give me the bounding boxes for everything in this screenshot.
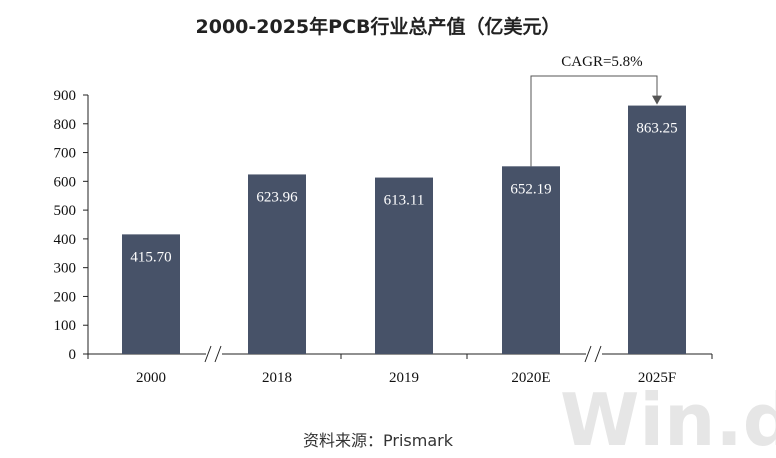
y-tick-label: 200: [54, 289, 77, 305]
bar: [628, 105, 686, 354]
category-label: 2020E: [511, 370, 550, 386]
bar: [248, 174, 306, 354]
bar: [122, 234, 180, 354]
y-tick-label: 700: [54, 146, 77, 162]
y-tick-label: 500: [54, 203, 77, 219]
axis-breaks: [204, 345, 602, 363]
bar-value-label: 863.25: [636, 121, 677, 137]
bars: [122, 105, 686, 354]
bar-value-label: 652.19: [510, 181, 551, 197]
chart-title: 2000-2025年PCB行业总产值（亿美元）: [196, 15, 561, 38]
category-labels: 2000 2018 2019 2020E 2025F: [136, 370, 676, 386]
axis-break-gap: [206, 347, 222, 361]
y-tick-label: 400: [54, 232, 77, 248]
category-label: 2025F: [638, 370, 676, 386]
axis-break-slash: [204, 345, 212, 363]
category-label: 2019: [389, 370, 419, 386]
y-tick-label: 800: [54, 117, 77, 133]
bar: [502, 166, 560, 354]
bar-value-label: 415.70: [130, 249, 171, 265]
category-label: 2000: [136, 370, 166, 386]
bar: [375, 177, 433, 354]
y-tick-label: 100: [54, 318, 77, 334]
bar-value-label: 613.11: [384, 193, 425, 209]
x-axis: [87, 353, 713, 359]
axis-break-gap: [586, 347, 602, 361]
cagr-connector-line: [530, 75, 658, 167]
y-tick-label: 900: [54, 88, 77, 104]
axis-break-slash: [214, 345, 222, 363]
y-tick-label: 300: [54, 261, 77, 277]
cagr-arrowhead: [652, 95, 662, 105]
bar-value-label: 623.96: [256, 189, 298, 205]
source-note: 资料来源：Prismark: [303, 431, 454, 450]
watermark-logo: Win.d: [560, 378, 776, 458]
cagr-label: CAGR=5.8%: [561, 54, 642, 70]
axis-break-slash: [594, 345, 602, 363]
axis-break-slash: [584, 345, 592, 363]
y-tick-label: 0: [69, 347, 77, 363]
value-labels: 415.70 623.96 613.11 652.19 863.25: [130, 121, 677, 266]
y-tick-label: 600: [54, 174, 77, 190]
cagr-annotation: CAGR=5.8%: [530, 54, 662, 167]
y-axis: 0 100 200 300 400 500 600 700 800 900: [54, 88, 89, 363]
category-label: 2018: [262, 370, 292, 386]
